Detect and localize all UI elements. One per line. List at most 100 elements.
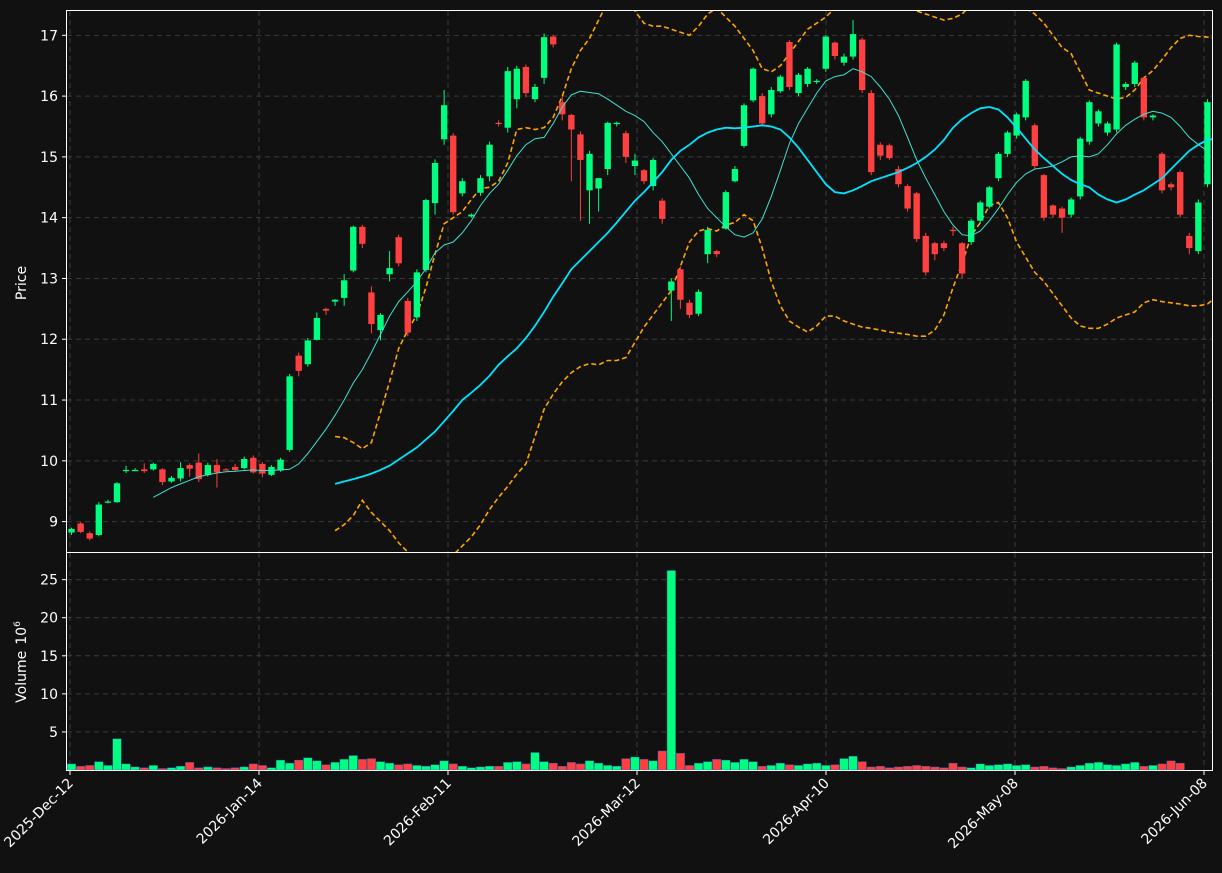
- candle-body: [422, 200, 430, 270]
- candle-body: [740, 105, 748, 146]
- candle-body: [286, 376, 293, 450]
- candle-body: [813, 80, 820, 83]
- volume-bar: [194, 767, 204, 771]
- bollinger-bands: [334, 11, 1212, 552]
- candle-body: [1113, 44, 1120, 130]
- volume-panel-frame: [66, 552, 1213, 771]
- volume-bar: [185, 762, 195, 771]
- volume-bar: [612, 765, 622, 771]
- candle-body: [331, 299, 339, 302]
- volume-bar: [575, 763, 585, 771]
- candle-body: [840, 56, 848, 63]
- candle-body: [431, 162, 439, 204]
- volume-bar: [730, 762, 740, 771]
- volume-bar: [1057, 768, 1067, 771]
- candle-body: [104, 501, 112, 503]
- volume-bar: [330, 762, 340, 771]
- volume-bar: [966, 767, 976, 771]
- volume-y-ticks: 5 10 15 20 25: [40, 573, 67, 741]
- volume-bar: [530, 752, 540, 771]
- volume-bar: [875, 765, 885, 771]
- volume-bar: [148, 765, 158, 771]
- volume-bar: [666, 570, 676, 771]
- volume-bar: [857, 761, 867, 771]
- volume-bar: [139, 767, 149, 771]
- candle-body: [913, 193, 920, 239]
- candle-body: [1131, 62, 1138, 84]
- volume-bars: [67, 570, 1185, 771]
- candle-body: [377, 314, 384, 331]
- candle-body: [1204, 102, 1211, 185]
- volume-bar: [939, 767, 949, 771]
- price-y-ticks: 9 10 11 12 13 14 15 16 17: [40, 28, 67, 531]
- candle-body: [604, 122, 611, 170]
- candle-body: [868, 93, 875, 173]
- candle-body: [731, 169, 739, 182]
- candle-body: [504, 71, 511, 128]
- volume-bar: [230, 767, 240, 771]
- volume-bar: [339, 759, 349, 771]
- volume-bar: [257, 765, 267, 771]
- candle-body: [1195, 202, 1202, 252]
- volume-bar: [694, 762, 704, 771]
- volume-tick-label: 20: [40, 611, 58, 627]
- volume-bar: [176, 765, 186, 771]
- volume-bar: [639, 759, 649, 771]
- candle-body: [686, 302, 693, 315]
- candle-body: [122, 469, 130, 472]
- candle-body: [340, 280, 348, 298]
- volume-bar: [866, 766, 876, 771]
- candle-body: [77, 523, 84, 532]
- candle-body: [768, 90, 775, 115]
- candle-body: [459, 181, 466, 194]
- volume-bar: [67, 763, 77, 771]
- candle-body: [404, 300, 411, 333]
- candle-body: [1086, 102, 1093, 142]
- volume-bar: [566, 762, 576, 771]
- candle-body: [350, 226, 357, 271]
- volume-bar: [439, 760, 449, 771]
- candle-body: [222, 469, 230, 471]
- candle-body: [231, 466, 239, 470]
- candle-body: [1149, 115, 1157, 118]
- candle-body: [250, 457, 257, 473]
- volume-bar: [248, 763, 258, 771]
- candle-body: [150, 463, 157, 470]
- volume-bar: [303, 757, 313, 771]
- candle-body: [495, 122, 502, 125]
- candle-body: [213, 465, 221, 473]
- volume-bar: [1121, 763, 1131, 771]
- candle-body: [86, 533, 93, 539]
- volume-bar: [703, 761, 713, 771]
- candle-body: [368, 292, 375, 325]
- candle-body: [204, 465, 212, 475]
- candle-body: [113, 483, 121, 503]
- candle-body: [822, 36, 829, 69]
- volume-bar: [957, 766, 967, 771]
- volume-bar: [448, 763, 458, 771]
- volume-bar: [285, 762, 295, 771]
- volume-bar: [212, 767, 222, 771]
- candle-body: [986, 187, 993, 207]
- volume-bar: [476, 766, 485, 771]
- volume-bar: [494, 765, 504, 771]
- volume-axis-exponent-base: 10: [14, 627, 30, 645]
- volume-bar: [394, 764, 404, 771]
- volume-bar: [894, 766, 903, 771]
- candle-body: [1067, 199, 1075, 215]
- candle-body: [577, 134, 584, 160]
- volume-bar: [412, 765, 422, 771]
- volume-bar: [403, 763, 413, 771]
- volume-bar: [457, 765, 467, 771]
- price-tick-label: 12: [40, 332, 58, 348]
- volume-axis-label: Volume 106: [13, 621, 30, 703]
- volume-bar: [912, 765, 922, 771]
- candle-body: [758, 96, 766, 124]
- candlesticks: [68, 20, 1211, 541]
- volume-bar: [848, 756, 858, 771]
- volume-bar: [830, 764, 840, 771]
- price-tick-label: 17: [40, 28, 58, 44]
- price-grid: [67, 11, 1212, 552]
- candle-body: [386, 268, 393, 275]
